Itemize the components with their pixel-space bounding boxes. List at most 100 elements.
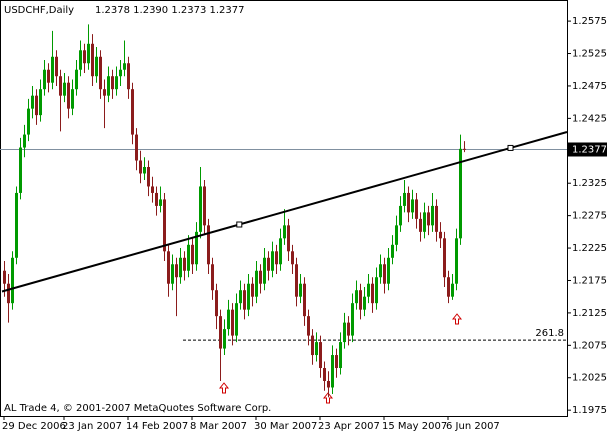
up-arrow [451,313,463,325]
candle-body [463,148,466,150]
candle-body [347,322,350,336]
up-arrow [218,382,230,394]
last-bar-values: 1.2378 1.2390 1.2373 1.2377 [95,5,245,16]
y-tick-label: 1.2325 [572,178,607,189]
x-tick-label: 8 Mar 2007 [190,421,247,432]
candle-body [291,251,294,265]
candle-body [191,244,194,265]
candle-body [139,160,142,174]
candle-body [95,56,98,77]
candle-body [275,251,278,265]
candle-body [19,147,22,193]
candle-body [431,205,434,226]
y-tick-label: 1.2275 [572,211,607,222]
candle-body [23,134,26,148]
candle-body [303,283,306,317]
candle-body [79,50,82,70]
candle-body [91,43,94,77]
x-tick-label: 6 Jun 2007 [446,421,500,432]
candle-body [231,309,234,336]
candle-body [247,283,250,310]
candle-body [187,244,190,271]
candle-body [155,192,158,206]
candle-body [251,283,254,297]
candle-body [167,251,170,284]
y-tick-label: 1.2525 [572,49,607,60]
candle-body [171,264,174,284]
trendline-anchor [507,144,514,151]
candle-body [59,76,62,96]
candle-body [75,69,78,90]
candle-body [407,192,410,213]
chart-title: USDCHF,Daily [4,5,74,16]
candle-body [67,82,70,109]
x-tick-label: 23 Apr 2007 [318,421,380,432]
candle-body [271,251,274,271]
candle-body [279,238,282,265]
candle-body [203,186,206,226]
y-tick-label: 1.2225 [572,243,607,254]
x-tick-label: 14 Feb 2007 [126,421,188,432]
candle-body [163,199,166,252]
candle-body [47,69,50,83]
candle-body [355,290,358,304]
up-arrow [322,392,334,404]
candle-body [127,63,130,90]
candle-body [379,264,382,278]
candle-body [3,270,6,284]
candle-body [63,82,66,96]
y-tick-label: 1.2025 [572,373,607,384]
candle-body [131,89,134,135]
candle-body [99,56,102,90]
candle-body [175,264,178,278]
trendline [1,131,568,293]
y-tick-label: 1.2125 [572,308,607,319]
x-tick-label: 23 Jan 2007 [62,421,122,432]
y-tick-label: 1.1975 [572,405,607,416]
candle-body [263,257,266,284]
candle-body [335,355,338,369]
candle-body [123,63,126,70]
candle-body [219,316,222,349]
candle-body [103,89,106,96]
candle-body [107,76,110,96]
candle-body [455,238,458,284]
candle-body [283,225,286,239]
candle-body [31,95,34,109]
candle-body [71,89,74,109]
candle-body [87,43,90,64]
candle-body [315,342,318,356]
y-tick-label: 1.2425 [572,113,607,124]
candle-body [243,290,246,310]
candle-body [339,342,342,369]
candle-body [227,309,230,330]
candle-body [215,290,218,317]
candle-body [435,205,438,232]
candle-body [415,199,418,219]
y-tick-label: 1.2575 [572,16,607,27]
candle-body [239,290,242,304]
candle-body [459,148,462,239]
candle-body [259,270,262,284]
candle-body [287,225,290,252]
candle-body [43,69,46,90]
candle-body [7,283,10,304]
current-price-box [568,142,607,157]
candle-body [199,186,202,232]
candle-body [255,270,258,297]
candle-body [83,50,86,64]
candle-body [447,277,450,297]
y-tick-label: 1.2175 [572,275,607,286]
candle-body [375,277,378,304]
candle-body [119,69,122,77]
candle-body [299,283,302,297]
candle-body [195,231,198,265]
candle-body [35,95,38,116]
candle-body [371,283,374,304]
fibo-label: 261.8 [535,328,564,339]
candle-body [383,264,386,284]
candle-body [223,329,226,349]
candle-body [39,89,42,116]
y-tick-label: 1.2075 [572,340,607,351]
